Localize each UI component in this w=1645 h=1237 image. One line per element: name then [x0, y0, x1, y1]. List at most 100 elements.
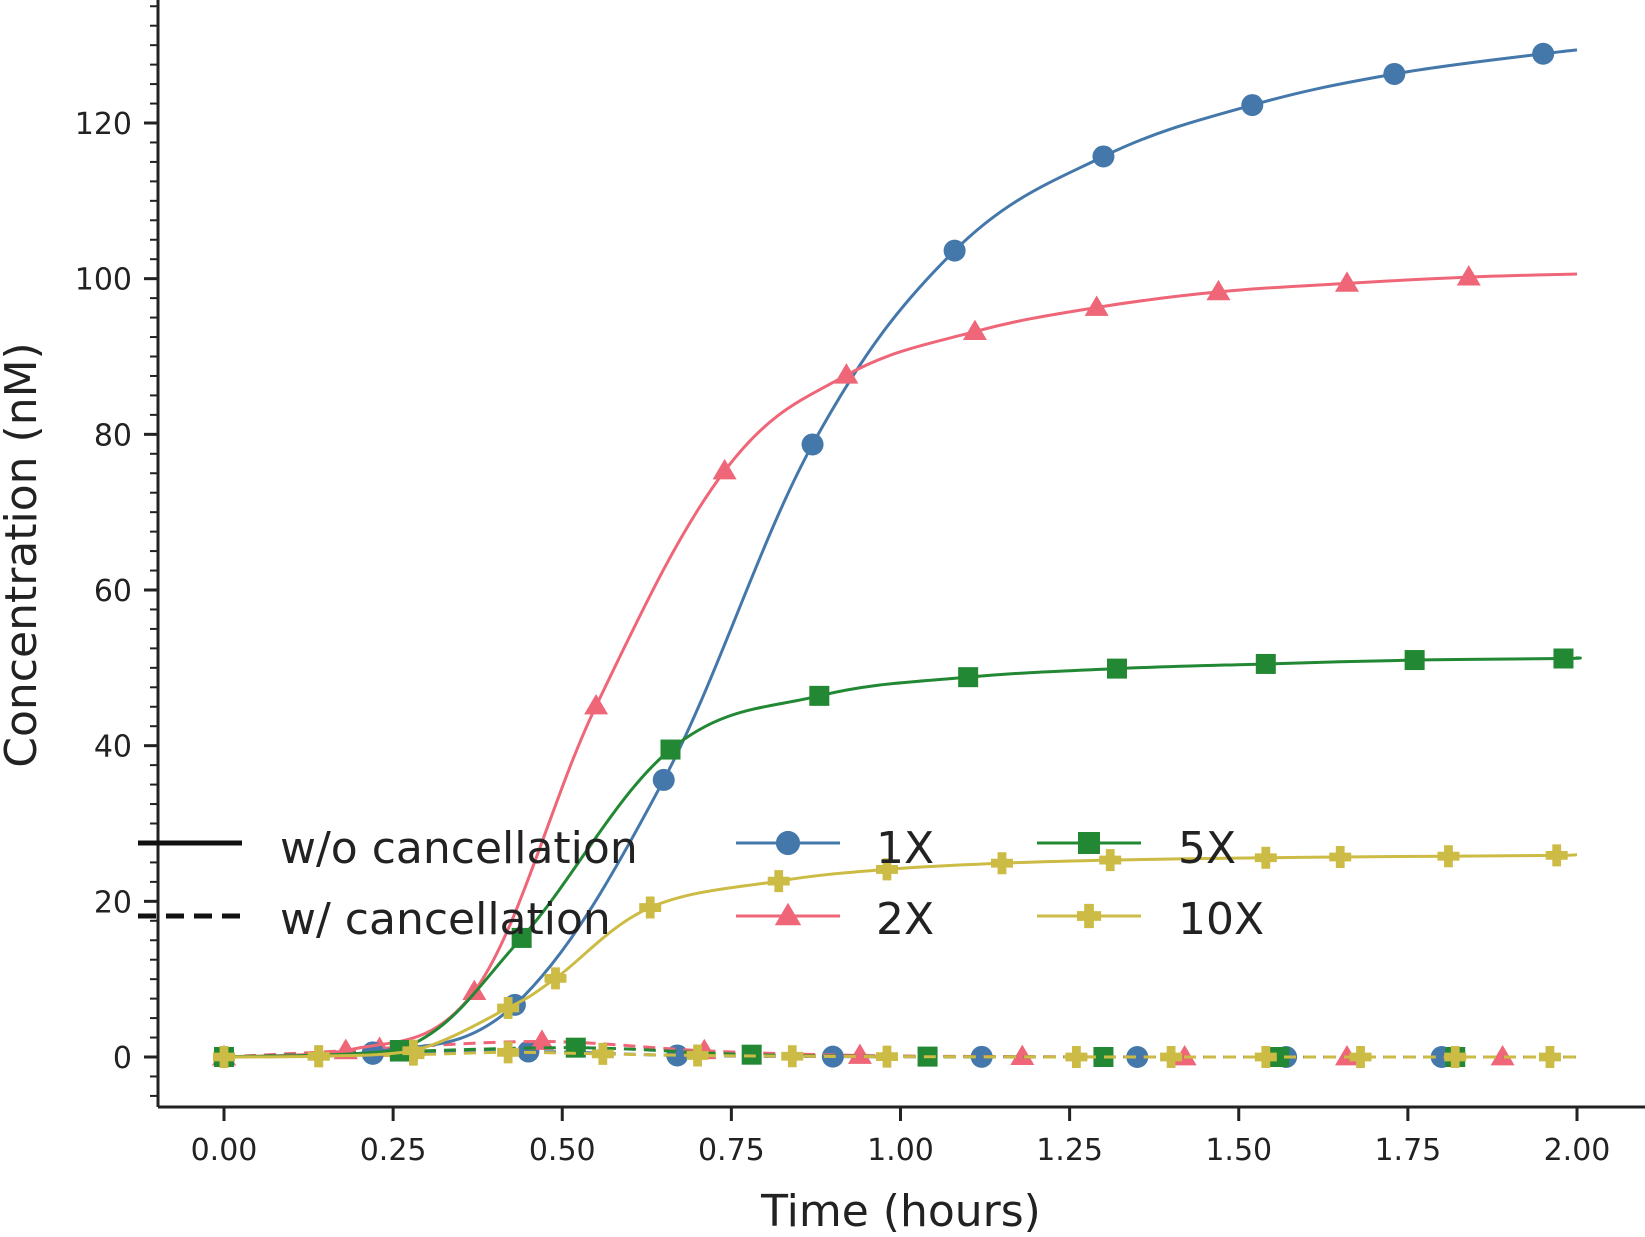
data-point: [639, 896, 662, 919]
data-point: [1010, 1044, 1035, 1066]
x-tick-label: 1.75: [1374, 1133, 1441, 1168]
data-point: [1334, 271, 1359, 292]
data-point: [1126, 1046, 1149, 1068]
data-point: [1456, 265, 1481, 286]
legend-entry-solid: w/o cancellation: [138, 823, 638, 874]
legend-swatch-2x: [736, 902, 840, 926]
data-point: [990, 852, 1013, 875]
data-point: [834, 363, 859, 384]
data-point: [970, 1045, 993, 1068]
x-tick-label: 0.50: [529, 1133, 596, 1168]
series-layer: [212, 42, 1582, 1068]
y-tick-label: 60: [94, 574, 132, 609]
data-point: [1160, 1046, 1183, 1068]
legend-label-1x: 1X: [876, 823, 934, 874]
legend-label-solid: w/o cancellation: [280, 823, 638, 874]
data-point: [1206, 279, 1231, 301]
data-point: [1099, 849, 1122, 872]
x-tick-label: 1.00: [867, 1133, 934, 1168]
legend-label-dashed: w/ cancellation: [280, 894, 611, 945]
data-point: [1490, 1045, 1515, 1066]
data-point: [1078, 832, 1100, 854]
data-point: [1383, 62, 1406, 85]
data-point: [462, 979, 487, 1001]
data-point: [1349, 1046, 1372, 1068]
x-axis-label: Time (hours): [760, 1186, 1041, 1237]
series-line: [223, 853, 1578, 1059]
data-point: [591, 1042, 614, 1065]
x-tick-label: 0.75: [698, 1133, 765, 1168]
x-tick-label: 1.50: [1205, 1133, 1272, 1168]
x-tick-label: 0.00: [191, 1133, 258, 1168]
data-point: [1106, 658, 1127, 679]
data-point: [712, 458, 737, 480]
data-point: [544, 967, 567, 990]
legend-label-2x: 2X: [876, 894, 934, 945]
legend-entry-dashed: w/ cancellation: [138, 894, 611, 945]
x-tick-label: 1.25: [1036, 1133, 1103, 1168]
data-point: [307, 1045, 330, 1068]
y-axis-ticks: 0 20 40 60 80 100 120: [75, 5, 158, 1097]
legend-swatch-10x: [1037, 903, 1141, 929]
legend-series-entries: [736, 830, 1141, 929]
data-point: [958, 667, 979, 688]
series-line: [223, 1050, 1577, 1059]
data-point: [402, 1039, 425, 1062]
x-tick-label: 2.00: [1544, 1133, 1611, 1168]
data-point: [497, 996, 520, 1019]
data-point: [1065, 1046, 1088, 1068]
legend: w/o cancellation w/ cancellation 1X 2X 5…: [138, 823, 1264, 945]
data-point: [497, 1041, 520, 1064]
x-axis-ticks: 0.00 0.25 0.50 0.75 1.00 1.25 1.50 1.75 2.00: [191, 1107, 1611, 1168]
data-point: [1437, 845, 1460, 868]
y-tick-label: 40: [94, 730, 132, 765]
data-point: [1255, 653, 1276, 674]
data-point: [686, 1044, 709, 1067]
data-point: [1076, 903, 1102, 929]
y-tick-label: 20: [94, 885, 132, 920]
data-point: [774, 902, 802, 926]
data-point: [801, 433, 824, 456]
data-point: [962, 319, 987, 340]
legend-swatch-1x: [736, 830, 840, 856]
data-point: [213, 1046, 235, 1068]
data-point: [1092, 145, 1115, 168]
legend-label-5x: 5X: [1178, 823, 1236, 874]
y-axis-label: Concentration (nM): [0, 342, 47, 767]
y-tick-label: 0: [113, 1041, 132, 1076]
legend-label-10x: 10X: [1178, 894, 1264, 945]
series-2x-solid: [212, 265, 1578, 1066]
data-point: [809, 685, 830, 706]
data-point: [847, 1043, 872, 1064]
data-point: [1404, 650, 1425, 671]
data-point: [511, 927, 532, 948]
data-point: [875, 1045, 898, 1068]
data-point: [1269, 1047, 1290, 1067]
data-point: [781, 1045, 804, 1068]
data-point: [1093, 1047, 1114, 1067]
data-point: [660, 739, 681, 760]
data-point: [775, 830, 801, 856]
data-point: [1084, 295, 1109, 316]
data-point: [1532, 42, 1555, 65]
data-point: [1553, 648, 1574, 669]
data-point: [1254, 846, 1277, 869]
data-point: [1329, 845, 1352, 868]
data-point: [875, 858, 898, 881]
y-tick-label: 80: [94, 418, 132, 453]
x-tick-label: 0.25: [360, 1133, 427, 1168]
data-point: [943, 239, 966, 262]
data-point: [1444, 1046, 1467, 1068]
data-point: [1241, 94, 1264, 117]
series-10x-solid: [213, 844, 1578, 1068]
data-point: [1254, 1046, 1277, 1068]
y-tick-label: 120: [75, 107, 132, 142]
data-point: [529, 1029, 554, 1050]
data-point: [767, 870, 790, 893]
data-point: [1545, 844, 1568, 867]
data-point: [1538, 1046, 1561, 1068]
data-point: [584, 693, 609, 715]
